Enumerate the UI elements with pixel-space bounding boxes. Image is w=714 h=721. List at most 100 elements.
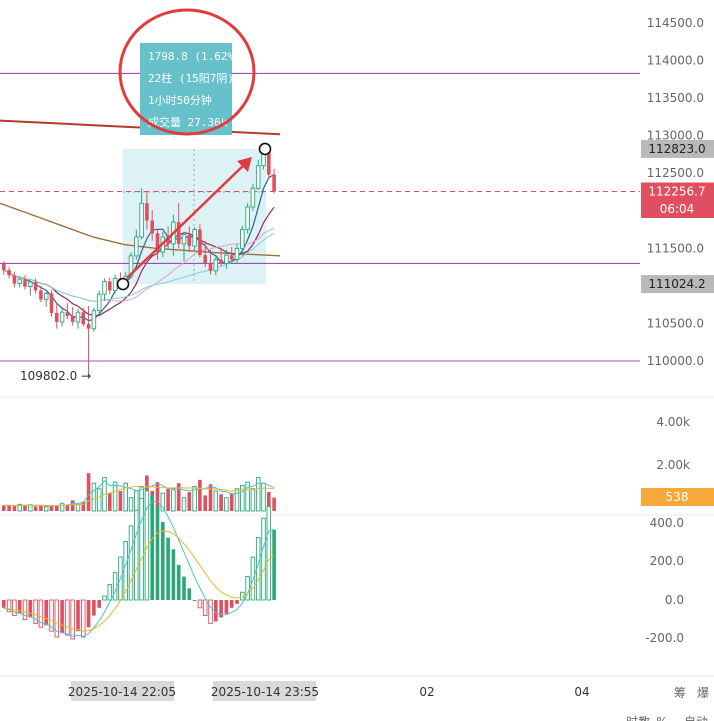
macd-bar (44, 600, 48, 626)
macd-bar (60, 600, 64, 634)
volume-bar (208, 484, 213, 511)
candle-body (128, 255, 134, 277)
volume-bar (134, 490, 139, 512)
bottom-right-label: 筹 (674, 686, 686, 700)
candle-body (75, 311, 81, 323)
candle-body (139, 202, 144, 238)
measure-info-line: 1小时50分钟 (148, 93, 212, 107)
trend-arrow-head (237, 157, 252, 172)
candle-body (81, 312, 86, 325)
time-label: 2025-10-14 23:55 (211, 685, 319, 699)
macd-bar (155, 506, 160, 600)
candle-body (155, 233, 160, 253)
candle-body (250, 187, 256, 208)
macd-bar (261, 517, 266, 601)
volume-bar (55, 505, 59, 511)
candle-body (12, 275, 17, 284)
candle-body (166, 237, 170, 244)
price-tick-label: 114500.0 (647, 16, 704, 30)
volume-bar (81, 501, 86, 511)
candle-body (65, 312, 70, 316)
macd-bar (86, 600, 91, 628)
volume-bar (224, 497, 229, 512)
volume-average-long (3, 485, 275, 507)
volume-tag-label: 538 (666, 490, 689, 504)
price-tick-label: 113500.0 (647, 91, 704, 105)
price-tag-label: 112823.0 (648, 142, 705, 156)
macd-bar (112, 572, 118, 601)
macd-tick-label: -200.0 (645, 631, 684, 645)
candle-body (198, 229, 202, 256)
candle-body (23, 279, 27, 287)
volume-bar (250, 488, 256, 512)
volume-bar (2, 505, 6, 511)
volume-bar (49, 505, 54, 511)
volume-bar (229, 493, 234, 511)
volume-bar (23, 505, 27, 511)
time-label: 04 (574, 685, 589, 699)
measure-info-background (140, 43, 232, 135)
volume-bar (33, 506, 38, 511)
volume-bar (203, 495, 207, 511)
horizontal-lines (0, 72, 640, 362)
volume-bar (12, 506, 17, 511)
volume-bar (176, 483, 181, 511)
volume-bar (59, 502, 65, 512)
volume-bar (96, 488, 102, 512)
volume-bar (261, 482, 266, 512)
macd-bar (161, 522, 165, 600)
candle-body (267, 152, 271, 175)
candle-body (33, 282, 38, 291)
footer-label: 时教 (626, 714, 650, 721)
price-tag-label: 112256.7 (648, 184, 705, 198)
ma-cyan-line (3, 233, 275, 302)
volume-tag-background (641, 488, 714, 506)
macd-bar (81, 599, 86, 638)
volume-bar (245, 481, 250, 512)
macd-bar (70, 599, 75, 640)
price-tick-label: 114000.0 (647, 54, 704, 68)
price-axis: 114500.0 114000.0 113500.0 113000.0 112500.0… (641, 16, 714, 645)
bottom-right-label: 爆 (697, 686, 709, 700)
macd-bar (182, 576, 186, 600)
highlight-circle (118, 8, 256, 136)
macd-bar (2, 600, 6, 608)
macd-bar (192, 600, 197, 601)
macd-bar (187, 588, 192, 600)
macd-bar (197, 599, 203, 609)
volume-bar (112, 481, 118, 512)
volume-tick-label: 4.00k (656, 415, 690, 429)
volume-bar (65, 505, 70, 511)
candle-body (108, 281, 112, 291)
macd-dif-line (3, 501, 275, 638)
candle-body (176, 222, 181, 244)
volume-bar (128, 497, 134, 512)
volume-bar (123, 482, 128, 512)
candle-body (43, 292, 49, 300)
macd-bar (49, 599, 54, 632)
volume-bar (192, 486, 197, 512)
volume-bar (118, 490, 123, 511)
macd-bar (219, 600, 223, 618)
macd-bar (202, 599, 208, 617)
candle-body (192, 229, 197, 247)
candle-body (134, 236, 139, 257)
macd-bar (139, 498, 144, 601)
measure-info-line: 成交量 27.36k (148, 115, 228, 129)
macd-bar (150, 494, 154, 600)
price-tick-label: 112500.0 (647, 166, 704, 180)
macd-bar (12, 599, 17, 617)
candle-body (55, 312, 59, 322)
candle-body (213, 259, 219, 272)
time-axis: 2025-10-14 22:05 2025-10-14 23:55 02 04 筹爆时教… (68, 681, 709, 721)
macd-bar (229, 600, 234, 608)
candle-body (59, 311, 65, 323)
macd-bar (144, 490, 150, 601)
candle-body (17, 278, 22, 285)
volume-bar (272, 497, 276, 511)
macd-bar (38, 599, 44, 628)
volume-bar (91, 482, 97, 512)
price-tag-background (641, 275, 714, 294)
